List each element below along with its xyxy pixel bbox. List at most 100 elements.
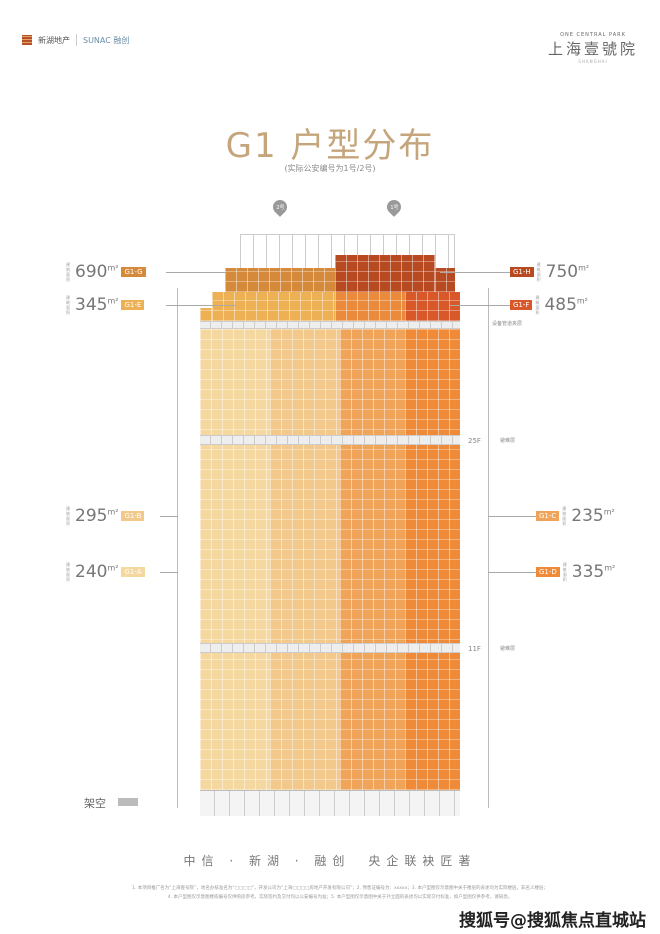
building-2-pin-icon: 2号	[270, 197, 290, 217]
unit-area: 345m²	[75, 295, 118, 315]
page-subtitle: (实际公安编号为1号/2号)	[284, 164, 376, 173]
developer-name: 新湖地产	[38, 35, 70, 45]
pin-label: 2号	[275, 204, 285, 211]
area-value: 750	[545, 262, 579, 282]
area-prefix: 建筑面积	[562, 506, 567, 526]
fine-print-line: 4. 本户型图仅示意图楼栋编号仅供购房参考，实际签约及交付均以公安编号为准；5.…	[167, 895, 513, 900]
unit-block-g1-f	[405, 292, 460, 321]
refuge-floor-25f	[200, 435, 460, 445]
building-1-pin-icon: 1号	[384, 197, 404, 217]
unit-block-g1-e-step	[200, 308, 212, 321]
unit-label-g1-b: 建筑面积 295m² G1-B	[66, 506, 145, 526]
unit-block-g1-e	[212, 292, 335, 321]
area-prefix: 建筑面积	[66, 262, 70, 282]
unit-block-g1-h	[335, 255, 435, 292]
area-value: 345	[75, 295, 108, 315]
unit-tag: G1-F	[510, 300, 533, 310]
leader-line	[166, 272, 226, 273]
left-height-line	[177, 288, 178, 808]
area-unit: m²	[107, 507, 119, 517]
unit-label-g1-a: 建筑面积 240m² G1-A	[66, 562, 145, 582]
leader-line	[450, 305, 510, 306]
unit-area: 485m²	[544, 295, 587, 315]
fine-print-line: 1. 本项目推广名为“上海壹号院”，地名办核准名为“□□□□”，开发公司为“上海…	[132, 886, 548, 891]
developer-logos: 新湖地产 SUNAC 融创	[22, 34, 129, 46]
equipment-floor-note: 设备管道夹层	[492, 321, 523, 327]
unit-block-g1-h-step	[435, 268, 455, 292]
area-value: 295	[75, 506, 108, 526]
area-value: 235	[571, 506, 604, 526]
unit-tag: G1-B	[121, 511, 145, 521]
area-prefix: 建筑面积	[66, 506, 70, 526]
pin-label: 1号	[389, 204, 399, 211]
unit-tag: G1-G	[121, 267, 146, 277]
fine-print: 1. 本项目推广名为“上海壹号院”，地名办核准名为“□□□□”，开发公司为“上海…	[40, 884, 640, 902]
area-unit: m²	[107, 563, 119, 573]
area-unit: m²	[603, 507, 615, 517]
unit-column-g1-b	[270, 321, 340, 790]
leader-line	[160, 516, 178, 517]
unit-block-g1-g-right	[335, 292, 405, 321]
right-height-line	[488, 288, 489, 808]
page-title: G1 户型分布	[225, 126, 435, 166]
area-unit: m²	[604, 563, 616, 573]
unit-label-g1-g: 建筑面积 690m² G1-G	[66, 262, 146, 282]
area-prefix: 建筑面积	[562, 562, 567, 582]
project-logo-sub: SHANGHAI	[578, 59, 608, 64]
area-value: 485	[544, 295, 577, 315]
unit-area: 295m²	[75, 506, 118, 526]
unit-label-g1-h: G1-H 建筑面积 750m²	[510, 262, 589, 282]
unit-tag: G1-E	[121, 300, 145, 310]
logo-divider	[76, 34, 77, 46]
refuge-note-25f: 避难层	[500, 438, 516, 444]
slogan: 中信 · 新湖 · 融创 央企联袂匠著	[183, 854, 477, 868]
area-unit: m²	[576, 296, 588, 306]
unit-tag: G1-A	[121, 567, 145, 577]
leader-line	[488, 516, 536, 517]
equipment-floor	[200, 321, 460, 329]
area-prefix: 建筑面积	[66, 295, 70, 315]
area-value: 335	[571, 562, 605, 582]
unit-area: 690m²	[75, 262, 118, 282]
area-unit: m²	[578, 263, 590, 273]
area-value: 240	[75, 562, 108, 582]
unit-column-g1-a	[200, 321, 270, 790]
area-unit: m²	[107, 296, 119, 306]
area-value: 690	[75, 262, 108, 282]
partner-name: SUNAC 融创	[83, 35, 130, 45]
unit-label-g1-c: G1-C 建筑面积 235m²	[536, 506, 615, 526]
stilts-swatch	[118, 798, 138, 806]
area-prefix: 建筑面积	[535, 295, 540, 315]
unit-label-g1-f: G1-F 建筑面积 485m²	[510, 295, 588, 315]
stilts-label: 架空	[84, 797, 106, 810]
leader-line	[488, 572, 536, 573]
watermark: 搜狐号@搜狐焦点直城站	[459, 911, 646, 931]
leader-line	[160, 572, 178, 573]
unit-label-g1-d: G1-D 建筑面积 335m²	[536, 562, 615, 582]
stilts-level	[200, 790, 460, 816]
refuge-note-11f: 避难层	[500, 646, 516, 652]
xinhu-logo-icon	[22, 35, 32, 45]
unit-tag: G1-C	[536, 511, 560, 521]
project-logo: ONE CENTRAL PARK 上海壹號院 SHANGHAI	[548, 32, 638, 64]
refuge-floor-11f	[200, 643, 460, 653]
unit-area: 240m²	[75, 562, 118, 582]
area-unit: m²	[107, 263, 119, 273]
unit-block-g1-g	[225, 268, 335, 292]
unit-area: 235m²	[571, 506, 614, 526]
project-logo-en: ONE CENTRAL PARK	[560, 32, 626, 38]
leader-line	[440, 272, 510, 273]
unit-tag: G1-D	[536, 567, 560, 577]
area-prefix: 建筑面积	[66, 562, 70, 582]
project-logo-cn: 上海壹號院	[547, 40, 638, 58]
unit-label-g1-e: 建筑面积 345m² G1-E	[66, 295, 145, 315]
unit-column-g1-c	[340, 321, 405, 790]
unit-area: 335m²	[572, 562, 615, 582]
floor-25f-label: 25F	[468, 437, 481, 445]
unit-area: 750m²	[546, 262, 589, 282]
floor-11f-label: 11F	[468, 645, 481, 653]
unit-tag: G1-H	[510, 267, 534, 277]
area-prefix: 建筑面积	[536, 262, 541, 282]
unit-column-g1-d	[405, 321, 460, 790]
leader-line	[166, 305, 236, 306]
